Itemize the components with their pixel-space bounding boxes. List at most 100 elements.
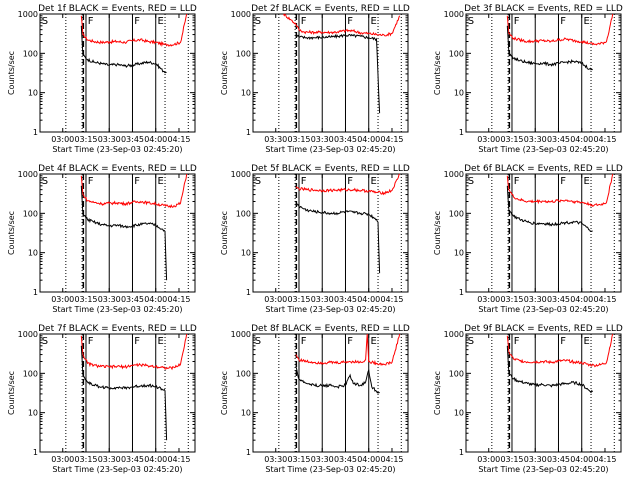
y-tick-label: 100 xyxy=(449,49,464,58)
y-tick-label: 1000 xyxy=(444,170,464,179)
x-axis-label: Start Time (23-Sep-03 02:45:20) xyxy=(478,145,608,154)
panel-3: Det 3f BLACK = Events, RED = LLD 1 10 100 10… xyxy=(433,4,623,154)
x-axis-label: Start Time (23-Sep-03 02:45:20) xyxy=(265,465,395,474)
flag-label: F xyxy=(347,336,353,347)
plot-frame xyxy=(39,333,196,453)
flag-label: F xyxy=(347,176,353,187)
y-tick-label: 10 xyxy=(28,89,38,98)
x-tick-label: 03:30 xyxy=(524,455,547,464)
black-events-series-line xyxy=(80,185,168,281)
x-tick-label: 03:30 xyxy=(98,295,121,304)
red-lld-series-line xyxy=(80,333,188,371)
x-tick-label: 03:30 xyxy=(98,455,121,464)
x-axis-label: Start Time (23-Sep-03 02:45:20) xyxy=(265,305,395,314)
flag-label: E xyxy=(584,16,590,27)
y-tick-label: 100 xyxy=(449,209,464,218)
black-events-series-line xyxy=(295,201,381,274)
y-tick-label: 1000 xyxy=(18,170,38,179)
x-tick-label: 03:45 xyxy=(334,135,357,144)
red-lld-series-line xyxy=(80,173,188,209)
y-axis-label: Counts/sec xyxy=(220,371,229,415)
x-tick-label: 03:30 xyxy=(524,135,547,144)
x-tick-label: 04:00 xyxy=(144,135,167,144)
plot-frame xyxy=(39,173,196,293)
y-tick-label: 100 xyxy=(236,369,251,378)
x-tick-label: 03:45 xyxy=(121,295,144,304)
x-tick-label: 03:45 xyxy=(334,295,357,304)
y-tick-label: 10 xyxy=(28,409,38,418)
y-axis-label: Counts/sec xyxy=(7,371,16,415)
x-axis-label: Start Time (23-Sep-03 02:45:20) xyxy=(52,145,182,154)
x-tick-label: 03:30 xyxy=(264,455,287,464)
x-tick-label: 03:30 xyxy=(264,135,287,144)
panel-1: Det 1f BLACK = Events, RED = LLD 1 10 100 10… xyxy=(7,4,197,154)
x-tick-label: 03:00 xyxy=(264,295,287,304)
x-tick-label: 03:00 xyxy=(477,295,500,304)
x-tick-label: 04:15 xyxy=(593,295,616,304)
x-tick-label: 03:00 xyxy=(51,135,74,144)
x-tick-label: 04:00 xyxy=(144,455,167,464)
panel-2: Det 2f BLACK = Events, RED = LLD 1 10 100 10… xyxy=(220,4,410,154)
flag-label: S xyxy=(468,16,474,27)
flag-label: S xyxy=(468,176,474,187)
plot-frame xyxy=(465,13,622,133)
y-axis-label: Counts/sec xyxy=(7,51,16,95)
x-tick-label: 04:15 xyxy=(167,455,190,464)
flag-label: E xyxy=(584,336,590,347)
y-tick-label: 100 xyxy=(449,369,464,378)
panel-title: Det 2f BLACK = Events, RED = LLD xyxy=(251,4,410,14)
flag-label: F xyxy=(301,176,307,187)
panel-title: Det 3f BLACK = Events, RED = LLD xyxy=(464,4,623,14)
y-tick-label: 10 xyxy=(454,89,464,98)
y-axis-label: Counts/sec xyxy=(433,211,442,255)
black-events-series-line xyxy=(506,345,594,394)
x-tick-label: 04:15 xyxy=(167,135,190,144)
red-lld-series-line xyxy=(283,13,401,37)
flag-label: E xyxy=(158,336,164,347)
x-tick-label: 04:00 xyxy=(357,135,380,144)
red-lld-series-line xyxy=(506,173,614,207)
flag-label: F xyxy=(88,176,94,187)
x-tick-label: 04:00 xyxy=(570,135,593,144)
plot-frame xyxy=(252,333,409,453)
y-axis-label: Counts/sec xyxy=(220,51,229,95)
x-tick-label: 04:00 xyxy=(570,455,593,464)
plot-frame xyxy=(252,13,409,133)
x-tick-label: 03:45 xyxy=(547,295,570,304)
y-tick-label: 100 xyxy=(236,49,251,58)
flag-label: F xyxy=(514,336,520,347)
x-tick-label: 04:00 xyxy=(357,455,380,464)
panel-title: Det 8f BLACK = Events, RED = LLD xyxy=(251,324,410,334)
flag-label: S xyxy=(42,176,48,187)
y-tick-label: 10 xyxy=(241,249,251,258)
x-tick-label: 03:15 xyxy=(287,135,310,144)
x-tick-label: 03:45 xyxy=(334,455,357,464)
y-axis-label: Counts/sec xyxy=(220,211,229,255)
flag-label: F xyxy=(134,336,140,347)
flag-label: E xyxy=(158,176,164,187)
flag-label: E xyxy=(584,176,590,187)
x-tick-label: 03:15 xyxy=(287,455,310,464)
y-tick-label: 10 xyxy=(454,409,464,418)
x-tick-label: 03:30 xyxy=(524,295,547,304)
x-tick-label: 03:15 xyxy=(74,295,97,304)
flag-label: F xyxy=(560,16,566,27)
y-tick-label: 1 xyxy=(33,448,38,457)
x-tick-label: 03:45 xyxy=(547,455,570,464)
flag-label: F xyxy=(88,336,94,347)
x-tick-label: 04:00 xyxy=(144,295,167,304)
red-lld-series-line xyxy=(506,333,614,368)
flag-label: F xyxy=(88,16,94,27)
y-tick-label: 1 xyxy=(459,448,464,457)
panel-7: Det 7f BLACK = Events, RED = LLD 1 10 100 10… xyxy=(7,324,197,474)
flag-label: S xyxy=(42,336,48,347)
black-events-series-line xyxy=(80,345,168,441)
x-tick-label: 04:15 xyxy=(593,135,616,144)
y-tick-label: 10 xyxy=(28,249,38,258)
y-tick-label: 1 xyxy=(246,288,251,297)
x-tick-label: 03:30 xyxy=(311,455,334,464)
red-lld-series-line xyxy=(295,333,401,366)
y-tick-label: 100 xyxy=(23,369,38,378)
x-tick-label: 03:15 xyxy=(74,135,97,144)
y-tick-label: 100 xyxy=(23,49,38,58)
